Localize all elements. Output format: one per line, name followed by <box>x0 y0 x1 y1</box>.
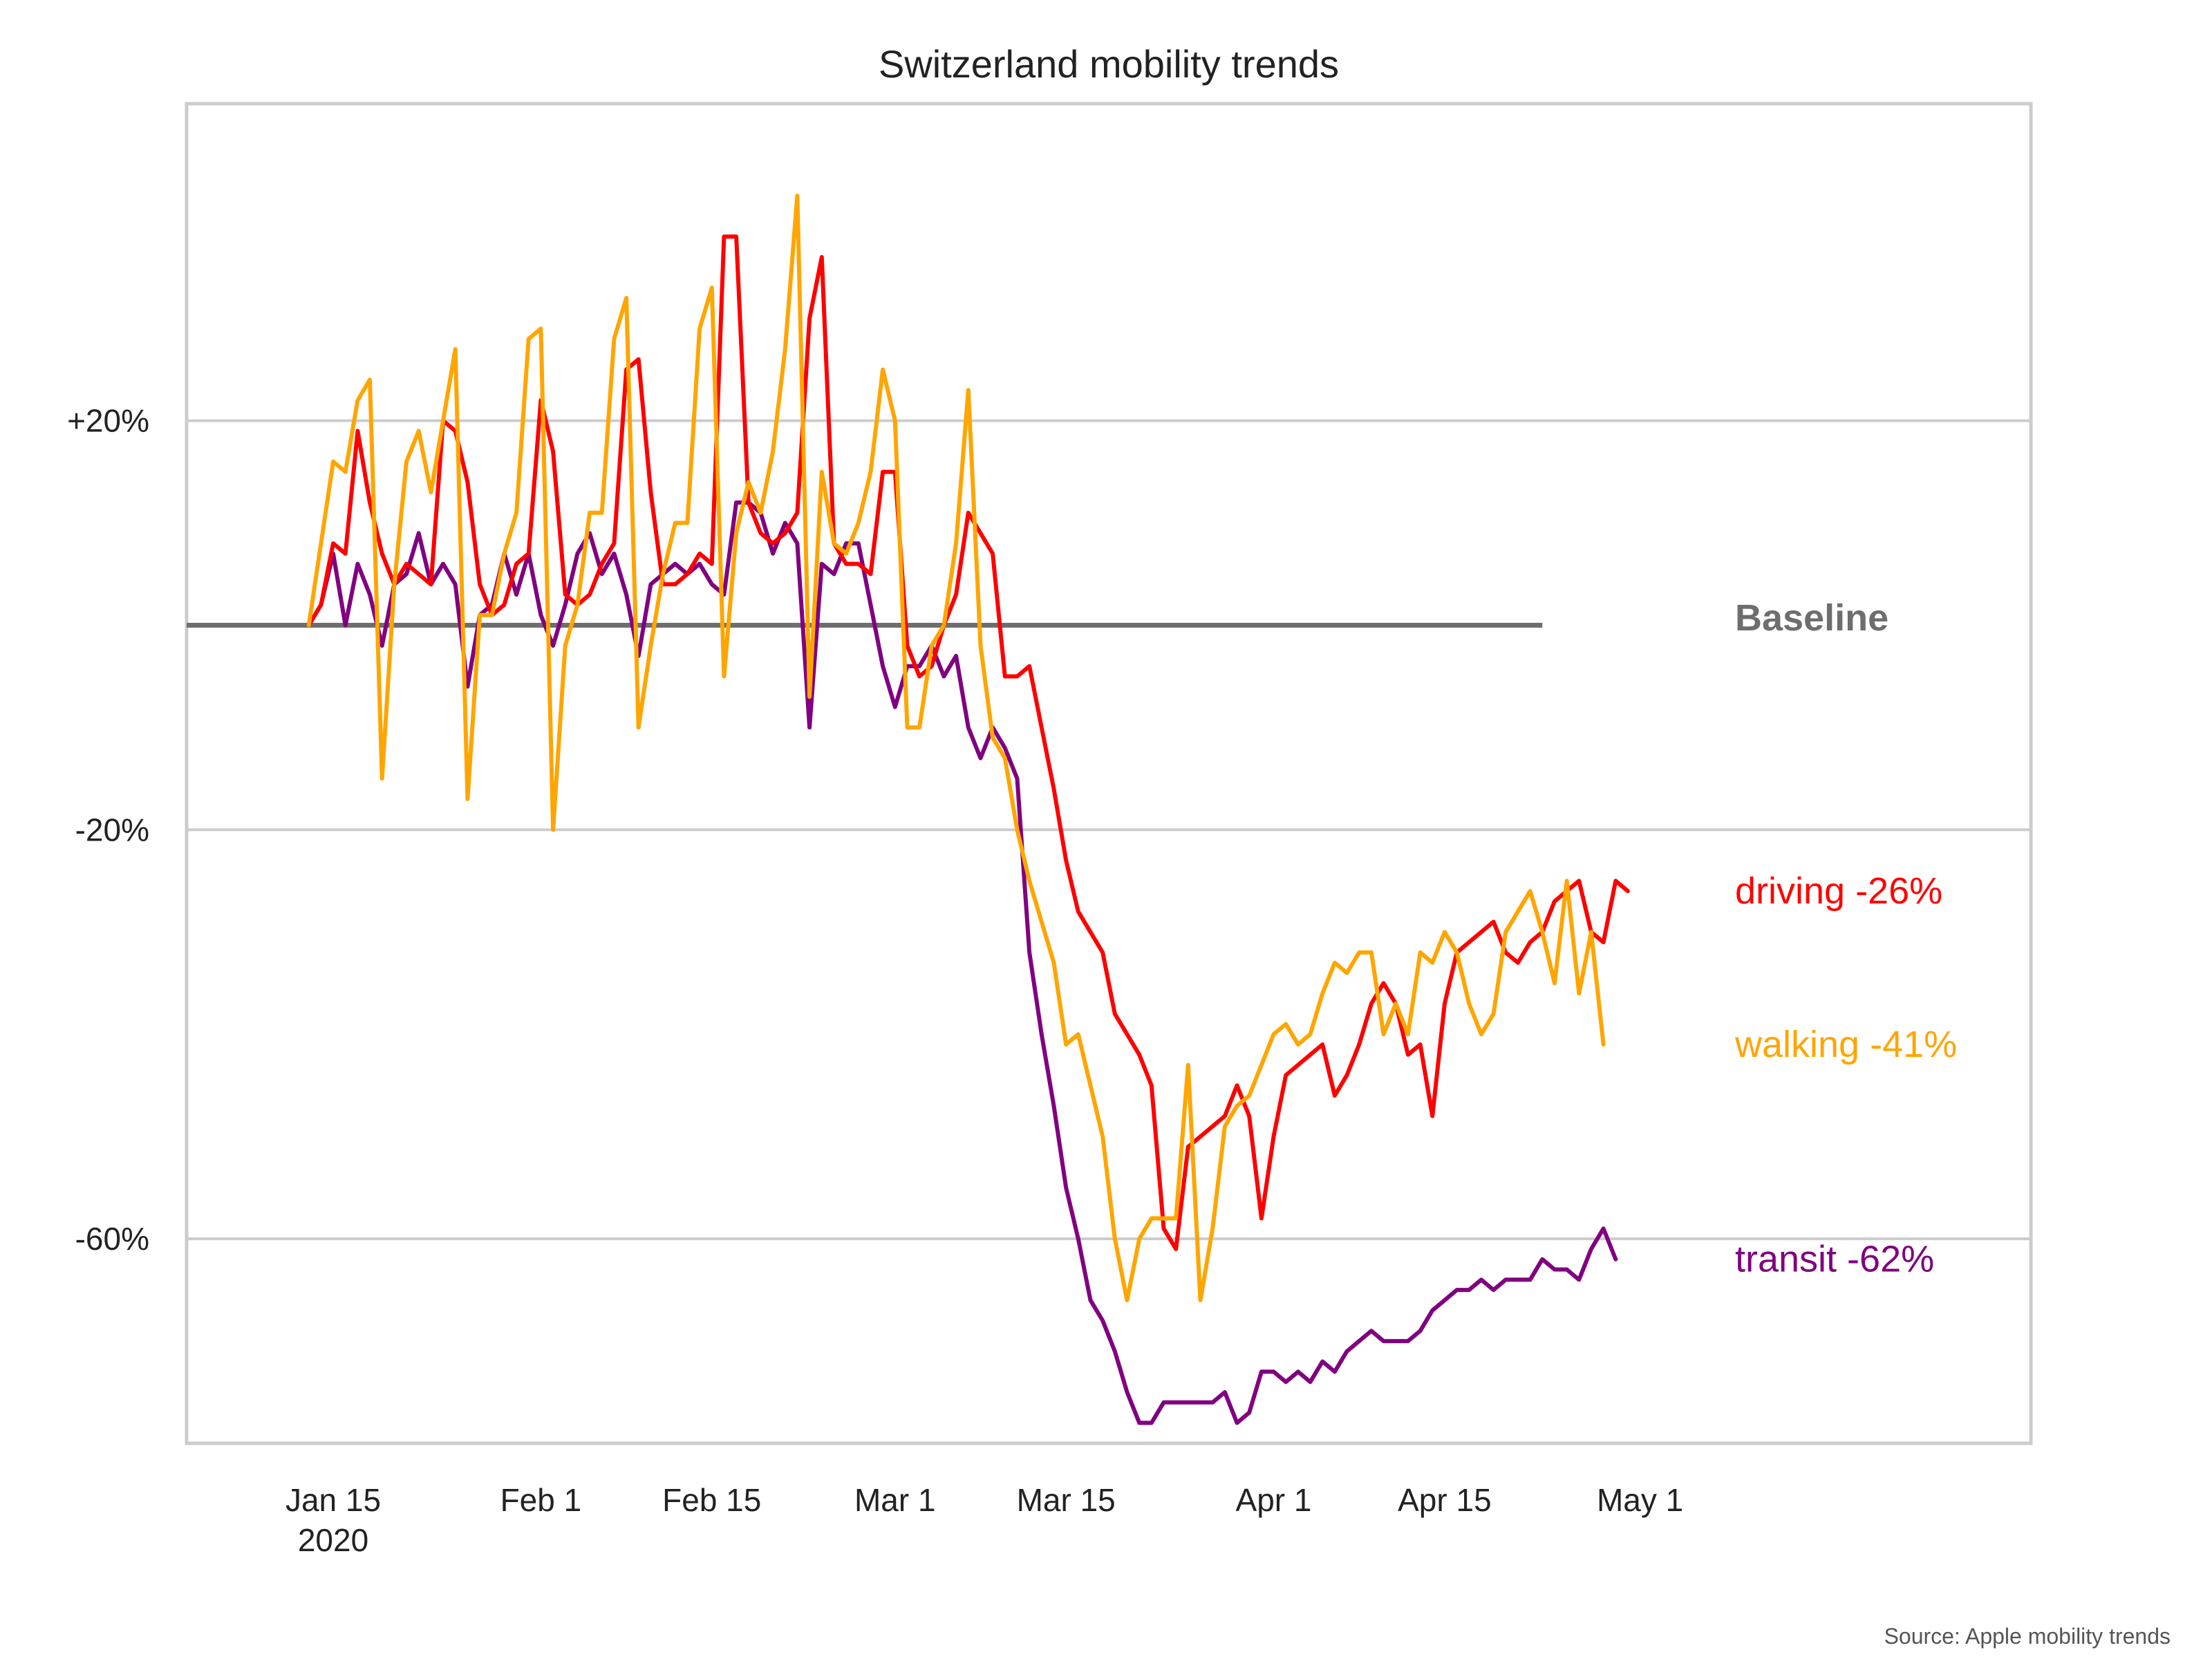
baseline-label: Baseline <box>1735 597 1888 639</box>
x-tick-label: Apr 15 <box>1398 1482 1492 1518</box>
y-tick-label: -60% <box>75 1221 149 1257</box>
series-line-driving <box>306 234 1630 1251</box>
series-lines <box>306 194 1630 1425</box>
end-label-driving: driving -26% <box>1735 870 1942 912</box>
plot-frame <box>185 102 2033 1445</box>
series-end-labels: driving -26% walking -41% transit -62% <box>1734 870 1957 1280</box>
x-tick-sublabel: 2020 <box>298 1522 368 1558</box>
x-axis-ticks: Jan 15 2020 Feb 1 Feb 15 Mar 1 Mar 15 Apr 1 Apr… <box>285 1482 1683 1558</box>
source-note: Source: Apple mobility trends <box>1884 1624 2171 1649</box>
x-tick-label: May 1 <box>1597 1482 1683 1518</box>
x-tick-label: Feb 15 <box>662 1482 761 1518</box>
y-tick-label: +20% <box>67 403 149 439</box>
series-line-transit <box>306 500 1618 1425</box>
x-tick-label: Jan 15 <box>285 1482 381 1518</box>
x-tick-label: Feb 1 <box>500 1482 582 1518</box>
chart-title: Switzerland mobility trends <box>879 42 1339 86</box>
grid-lines <box>187 419 2031 1241</box>
end-label-walking: walking -41% <box>1734 1024 1957 1065</box>
x-tick-label: Mar 15 <box>1017 1482 1116 1518</box>
y-tick-label: -20% <box>75 812 149 847</box>
end-label-transit: transit -62% <box>1735 1239 1934 1280</box>
x-tick-label: Apr 1 <box>1236 1482 1312 1518</box>
y-axis-ticks: +20% -20% -60% <box>67 403 149 1257</box>
x-tick-label: Mar 1 <box>854 1482 936 1518</box>
series-line-walking <box>306 194 1606 1302</box>
